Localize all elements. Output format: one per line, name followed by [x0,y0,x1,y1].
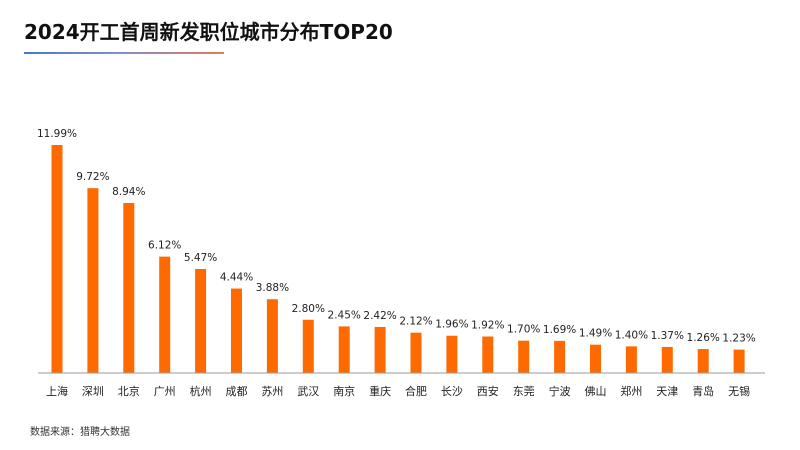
x-tick-label-8: 南京 [333,384,355,398]
x-tick-label-5: 成都 [226,385,248,398]
value-label-14: 1.69% [543,324,576,336]
x-tick-label-16: 郑州 [620,384,642,398]
value-label-15: 1.49% [579,328,612,340]
x-tick-label-9: 重庆 [369,384,391,398]
bar-7 [302,319,314,373]
x-tick-label-7: 武汉 [297,385,319,398]
value-label-7: 2.80% [292,303,325,315]
x-tick-label-1: 深圳 [82,385,104,398]
value-label-2: 8.94% [112,186,145,198]
bar-18 [697,349,709,373]
value-label-3: 6.12% [148,240,181,252]
x-tick-label-0: 上海 [46,384,68,398]
x-tick-label-14: 宁波 [549,384,571,398]
x-tick-label-10: 合肥 [405,384,427,398]
x-tick-label-12: 西安 [477,384,499,398]
bar-1 [87,188,99,373]
value-label-16: 1.40% [615,329,648,341]
bar-2 [123,203,135,373]
bar-6 [266,299,278,373]
x-tick-label-4: 杭州 [190,384,212,398]
title-underline [24,52,224,54]
value-label-6: 3.88% [256,282,289,294]
value-labels-layer: 11.99% 9.72%8.94% 6.12%5.47%4.44%3.88%2.80… [37,128,756,345]
bar-3 [159,256,171,373]
x-tick-label-19: 无锡 [728,384,750,398]
bar-12 [482,336,494,373]
value-label-11: 1.96% [435,319,468,331]
bar-9 [374,326,386,373]
chart-title: 2024开工首周新发职位城市分布TOP20 [24,20,393,44]
value-label-18: 1.26% [687,332,720,344]
x-tick-label-3: 广州 [154,385,176,398]
bar-17 [661,346,673,373]
bars-layer [51,145,745,373]
value-label-8: 2.45% [328,309,361,321]
bar-15 [590,344,601,373]
bar-10 [410,332,422,373]
x-tick-label-15: 佛山 [585,385,607,398]
x-tick-label-18: 青岛 [692,384,714,398]
bar-8 [338,326,350,373]
value-label-4: 5.47% [184,252,217,264]
value-label-9: 2.42% [363,310,396,322]
tick-labels-layer: 上海 深圳 北京 广州 杭州 成都 苏州 武汉 南京 重庆 合肥 长沙 西安 东莞 宁波 佛山 郑州 天津 青岛 无锡 [46,384,750,398]
bar-11 [446,335,458,373]
bar-14 [554,340,566,373]
value-label-13: 1.70% [507,324,540,336]
value-label-5: 4.44% [220,272,253,284]
value-label-12: 1.92% [471,319,504,331]
x-tick-label-6: 苏州 [261,385,283,398]
bar-19 [733,349,745,373]
x-tick-label-11: 长沙 [441,385,463,398]
data-source-note: 数据来源：猎聘大数据 [30,427,130,438]
x-tick-label-13: 东莞 [513,385,535,398]
value-label-0: 11.99% [37,128,77,140]
x-tick-label-2: 北京 [118,384,140,398]
x-tick-label-17: 天津 [656,385,678,398]
value-label-10: 2.12% [399,316,432,328]
value-label-17: 1.37% [651,330,684,342]
bar-0 [51,145,63,373]
bar-13 [518,340,530,373]
value-label-1: 9.72% [76,171,109,183]
value-label-19: 1.23% [722,333,755,345]
bar-16 [625,346,637,373]
bar-4 [195,268,207,373]
bar-5 [231,288,242,373]
